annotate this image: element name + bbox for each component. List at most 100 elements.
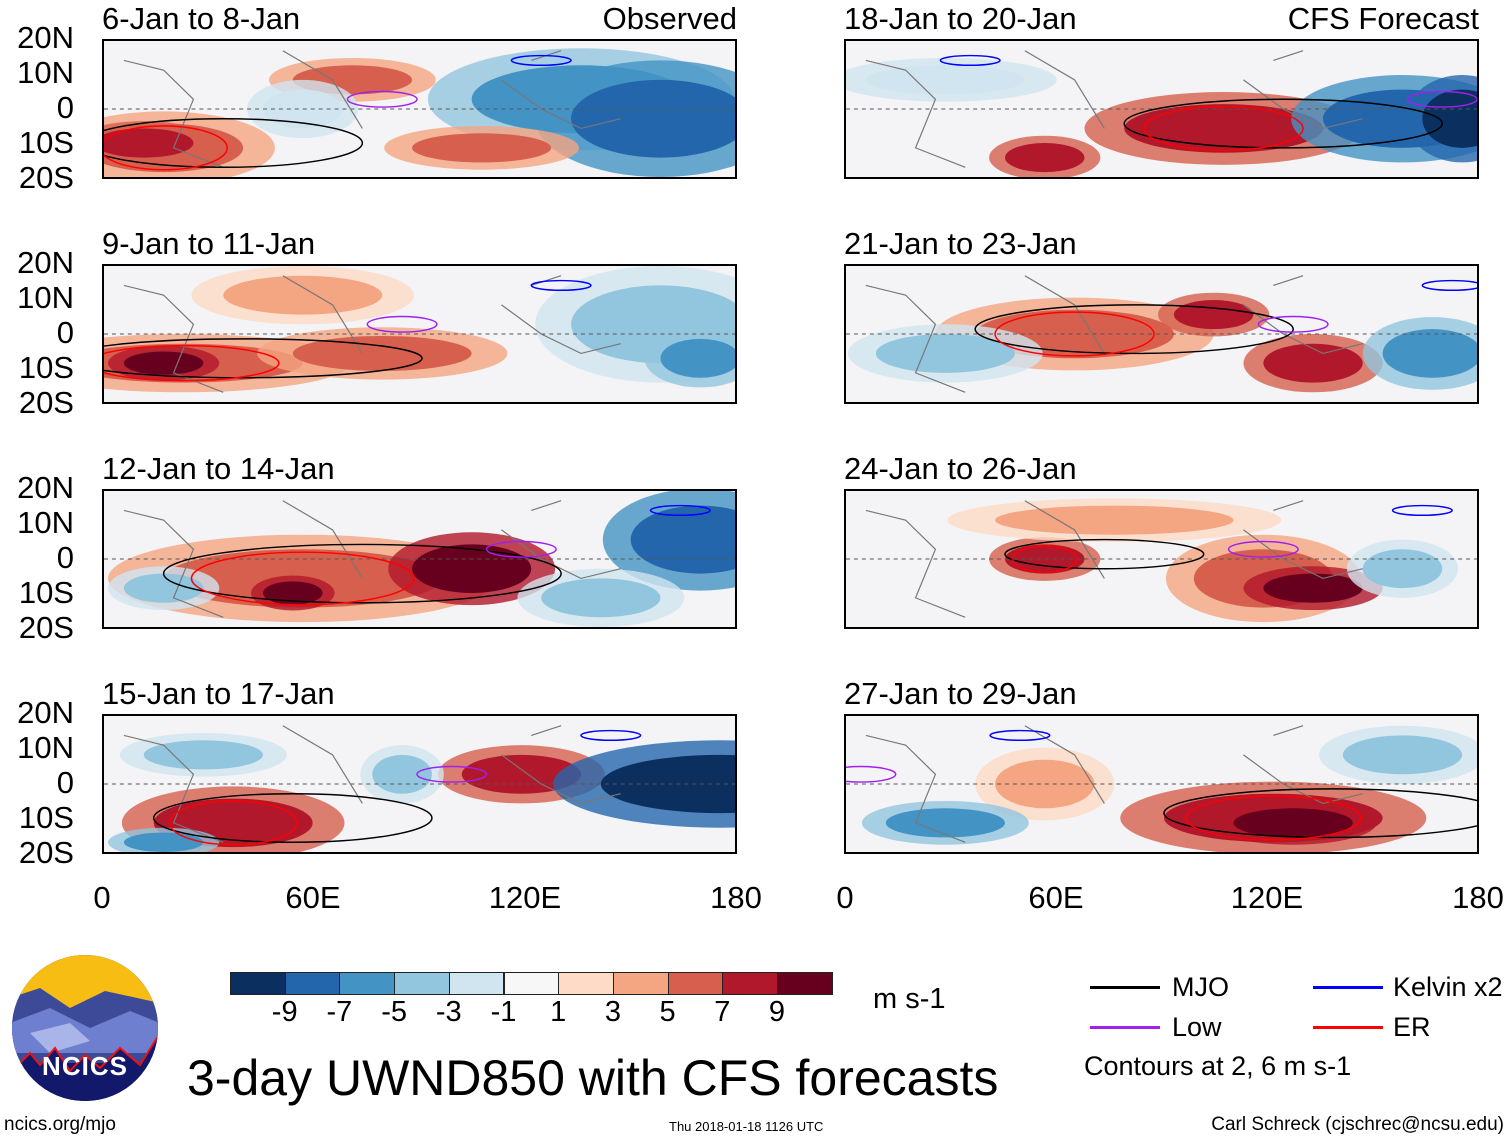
wind-anomaly-core xyxy=(262,581,323,605)
lat-label: 10N xyxy=(17,505,74,540)
colorbar-label: -7 xyxy=(326,996,353,1028)
footer-url[interactable]: ncics.org/mjo xyxy=(4,1114,116,1135)
panel-title: 9-Jan to 11-Jan xyxy=(102,226,316,261)
er-contour xyxy=(104,344,280,382)
coastline xyxy=(865,275,1363,393)
kelvin-contour xyxy=(530,279,592,292)
lat-label: 20S xyxy=(18,610,74,645)
coastline xyxy=(865,500,1363,618)
er-contour xyxy=(1143,105,1304,152)
wind-anomaly-core xyxy=(995,505,1234,535)
legend-line-low xyxy=(1090,1026,1160,1029)
colorbar-label: -9 xyxy=(271,996,298,1028)
lat-label: 10N xyxy=(17,730,74,765)
lon-label: 120E xyxy=(1230,880,1304,915)
map-panel xyxy=(102,39,737,179)
lat-label: 20N xyxy=(17,695,74,730)
kelvin-contour xyxy=(989,729,1051,742)
wind-anomaly-core xyxy=(630,505,735,574)
wind-anomaly-core xyxy=(865,65,1025,95)
colorbar-swatch xyxy=(284,972,341,995)
map-panel xyxy=(844,39,1479,179)
mjo-contour xyxy=(104,117,364,169)
colorbar-swatch xyxy=(230,972,286,995)
colorbar-label: 1 xyxy=(550,996,567,1028)
wind-anomaly-core xyxy=(412,133,552,163)
legend-line-kelvin xyxy=(1313,986,1383,989)
lat-label: 0 xyxy=(56,315,74,350)
wind-anomaly-core xyxy=(1263,343,1363,383)
wind-anomaly-core xyxy=(143,740,263,770)
wind-anomaly-core xyxy=(600,754,735,814)
kelvin-contour xyxy=(939,54,1001,67)
observed-label: Observed xyxy=(602,1,737,36)
wind-anomaly-core xyxy=(123,351,204,375)
cfs-forecast-label: CFS Forecast xyxy=(1287,1,1479,36)
colorbar-swatch xyxy=(339,972,396,995)
lat-label: 10S xyxy=(18,125,74,160)
panel-title: 21-Jan to 23-Jan xyxy=(844,226,1077,261)
lat-label: 10N xyxy=(17,55,74,90)
lat-label: 10N xyxy=(17,280,74,315)
map-panel xyxy=(102,489,737,629)
er-contour xyxy=(1012,545,1078,573)
colorbar-label: -1 xyxy=(490,996,517,1028)
wind-anomaly-core xyxy=(1004,143,1085,173)
lat-label: 20S xyxy=(18,160,74,195)
coastline xyxy=(123,725,621,843)
lat-label: 0 xyxy=(56,540,74,575)
contour-note: Contours at 2, 6 m s-1 xyxy=(1084,1051,1352,1081)
coastline xyxy=(123,50,621,168)
mjo-contour xyxy=(974,304,1294,355)
wind-anomaly-core xyxy=(1263,573,1363,603)
low-contour xyxy=(346,90,418,108)
er-contour xyxy=(190,551,415,606)
colorbar-label: 5 xyxy=(659,996,676,1028)
lat-label: 0 xyxy=(56,765,74,800)
logo-text: NCICS xyxy=(42,1051,128,1081)
wind-anomaly-core xyxy=(104,128,194,158)
kelvin-contour xyxy=(510,54,572,67)
er-contour xyxy=(104,125,228,171)
er-contour xyxy=(1185,795,1362,841)
kelvin-contour xyxy=(1391,504,1453,517)
colorbar-swatch xyxy=(394,972,450,995)
kelvin-contour xyxy=(1421,279,1477,292)
wind-anomaly-core xyxy=(1233,808,1353,838)
low-contour xyxy=(1227,540,1299,558)
lat-label: 0 xyxy=(56,90,74,125)
wind-anomaly-core xyxy=(1362,549,1443,589)
wind-anomaly-core xyxy=(875,334,1015,373)
wind-field-map xyxy=(104,491,735,627)
lon-label: 120E xyxy=(488,880,562,915)
mjo-contour xyxy=(1163,788,1477,839)
lat-label: 10S xyxy=(18,350,74,385)
colorbar-swatch xyxy=(612,972,669,995)
wind-anomaly-core xyxy=(123,573,204,603)
lon-label: 60E xyxy=(285,880,341,915)
legend-line-mjo xyxy=(1090,986,1160,989)
wind-anomaly-core xyxy=(1422,89,1477,148)
footer-author: Carl Schreck (cjschrec@ncsu.edu) xyxy=(1211,1114,1504,1135)
footer-timestamp: Thu 2018-01-18 1126 UTC xyxy=(669,1119,824,1134)
low-contour xyxy=(1257,315,1329,333)
figure-title: 3-day UWND850 with CFS forecasts xyxy=(187,1050,999,1106)
legend-label-kelvin: Kelvin x2 xyxy=(1393,972,1503,1002)
low-contour xyxy=(416,765,488,783)
mjo-contour xyxy=(1123,98,1443,149)
wind-anomaly-core xyxy=(571,79,735,158)
er-contour xyxy=(168,800,298,846)
lon-label: 0 xyxy=(93,880,111,915)
panel-title: 12-Jan to 14-Jan xyxy=(102,451,335,486)
colorbar-label: -3 xyxy=(435,996,462,1028)
mjo-contour xyxy=(1004,538,1205,570)
map-panel xyxy=(102,264,737,404)
low-contour xyxy=(485,540,557,558)
panel-title: 6-Jan to 8-Jan xyxy=(102,1,301,36)
legend-label-mjo: MJO xyxy=(1172,972,1229,1002)
panel-title: 18-Jan to 20-Jan xyxy=(844,1,1077,36)
map-panel xyxy=(102,714,737,854)
wind-field-map xyxy=(104,725,735,852)
lon-label: 180 xyxy=(710,880,762,915)
colorbar-swatch xyxy=(448,972,505,995)
